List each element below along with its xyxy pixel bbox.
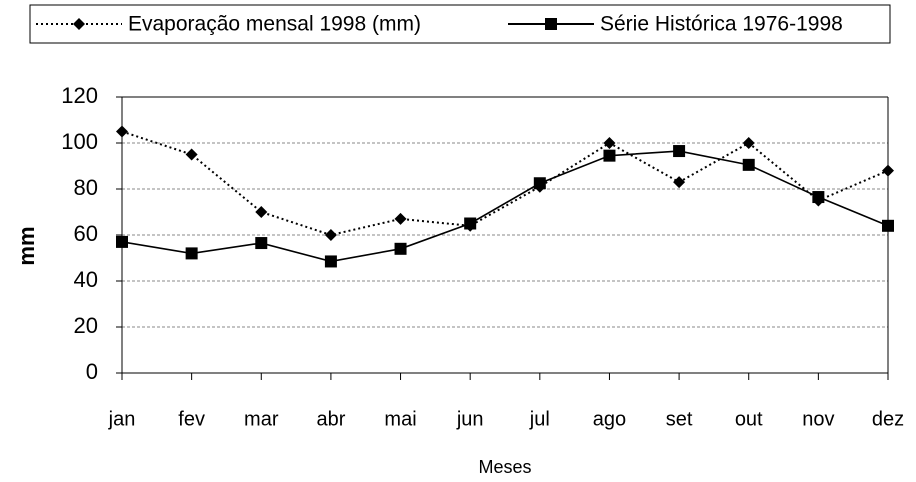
- square-marker: [324, 255, 337, 268]
- diamond-marker: [185, 148, 198, 161]
- x-tick-label: out: [735, 408, 763, 430]
- square-marker: [464, 217, 477, 230]
- x-tick-label: dez: [872, 408, 904, 430]
- legend-label: Série Histórica 1976-1998: [600, 13, 843, 36]
- legend-label: Evaporação mensal 1998 (mm): [128, 13, 421, 36]
- x-axis-label: Meses: [478, 457, 531, 477]
- diamond-marker: [603, 137, 616, 149]
- diamond-marker: [116, 125, 128, 138]
- square-marker: [812, 191, 825, 204]
- square-marker: [603, 149, 616, 162]
- square-marker: [882, 219, 894, 232]
- series-line: [121, 150, 889, 263]
- diamond-marker: [324, 229, 337, 241]
- square-marker: [742, 158, 755, 171]
- square-marker: [185, 247, 198, 260]
- x-tick-label: jan: [108, 408, 136, 430]
- x-tick-label: mai: [384, 408, 416, 430]
- y-tick-label: 120: [61, 83, 98, 108]
- x-tick-label: nov: [802, 408, 834, 430]
- diamond-marker: [882, 164, 894, 177]
- square-marker: [545, 18, 557, 30]
- diamond-marker: [255, 206, 268, 218]
- y-tick-label: 100: [61, 129, 98, 154]
- square-marker: [394, 242, 407, 255]
- square-marker: [116, 235, 128, 248]
- square-marker: [255, 237, 268, 250]
- x-tick-label: fev: [178, 408, 205, 430]
- diamond-marker: [394, 212, 407, 225]
- x-tick-label: set: [666, 408, 693, 430]
- diamond-marker: [673, 176, 686, 189]
- y-tick-label: 20: [74, 313, 98, 338]
- legend-box: [29, 4, 891, 44]
- x-tick-label: abr: [316, 408, 345, 430]
- square-marker: [533, 177, 546, 190]
- y-tick-label: 40: [74, 267, 98, 292]
- y-tick-label: 80: [74, 175, 98, 200]
- y-axis-label: mm: [14, 226, 39, 265]
- square-marker: [673, 145, 686, 158]
- x-tick-label: mar: [244, 408, 279, 430]
- y-tick-label: 0: [86, 359, 98, 384]
- diamond-marker: [73, 18, 85, 30]
- x-tick-label: jul: [529, 408, 550, 430]
- diamond-marker: [742, 137, 755, 149]
- y-tick-label: 60: [74, 221, 98, 246]
- series-line: [121, 130, 889, 237]
- x-tick-label: ago: [593, 408, 626, 430]
- x-tick-label: jun: [456, 408, 484, 430]
